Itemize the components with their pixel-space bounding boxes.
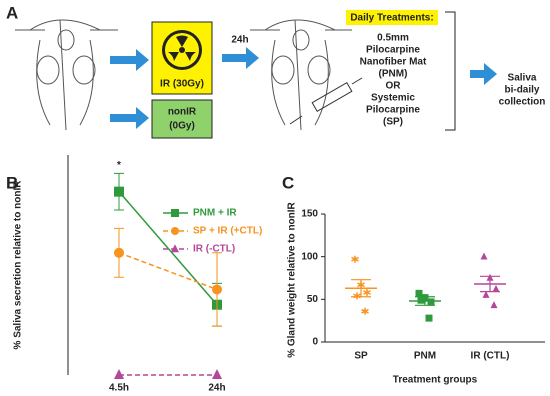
legend-label: PNM + IR	[193, 208, 237, 219]
bracket	[445, 11, 456, 131]
marker	[480, 252, 488, 260]
highlight	[346, 10, 438, 25]
series-line	[118, 252, 218, 291]
legend-label: IR (-CTL)	[193, 244, 235, 255]
marker	[417, 296, 425, 304]
treatment-line: Nanofiber Mat	[360, 57, 427, 68]
series-line	[118, 191, 218, 306]
marker	[427, 298, 435, 306]
y-axis-title: % Gland weight relative to nonIR	[287, 201, 298, 357]
arrows	[110, 47, 497, 129]
treatment-line: Pilocarpine	[366, 45, 420, 56]
treatment-line: OR	[386, 81, 402, 92]
marker	[425, 314, 433, 322]
ir-label: IR (30Gy)	[160, 79, 204, 90]
panel-label: B	[6, 173, 18, 192]
x-tick-label: 4.5h	[109, 383, 129, 394]
treatment-line: Pilocarpine	[366, 105, 420, 116]
marker	[361, 307, 369, 315]
error-bar	[480, 275, 500, 293]
delay-label: 24h	[231, 35, 248, 46]
mouse-icon	[250, 19, 352, 131]
error-bar	[415, 296, 435, 306]
annotation: *	[117, 160, 121, 171]
treatment-line: 0.5mm	[377, 33, 409, 44]
nonir-label: nonIR	[168, 107, 197, 118]
marker	[353, 292, 361, 300]
marker	[114, 186, 124, 197]
x-axis-title: Treatment groups	[393, 375, 478, 386]
treatments-title: Daily Treatments:	[350, 13, 433, 24]
collection-line: Saliva	[508, 73, 537, 84]
marker	[171, 209, 179, 217]
x-tick-label: PNM	[414, 351, 436, 362]
radiation-icon	[162, 30, 202, 70]
collection-line: collection	[499, 97, 546, 108]
error-bar	[351, 279, 371, 298]
y-axis-title: % Saliva secretion relative to nonIR	[13, 180, 24, 350]
treatment-line: Systemic	[371, 93, 415, 104]
marker	[490, 301, 498, 309]
treatment-line: (PNM)	[379, 69, 408, 80]
y-tick-label: 50	[307, 294, 319, 305]
marker	[171, 244, 179, 253]
marker	[212, 284, 222, 295]
marker	[492, 284, 500, 292]
mouse-icon	[15, 19, 118, 131]
marker	[363, 289, 371, 297]
nonir-label: (0Gy)	[169, 121, 195, 132]
x-tick-label: 24h	[208, 383, 225, 394]
y-tick-label: 0	[312, 337, 318, 348]
nonir-box	[151, 99, 213, 139]
legend-label: SP + IR (+CTL)	[193, 226, 262, 237]
y-tick-label: 100	[301, 251, 318, 262]
panel-label: C	[282, 173, 294, 192]
syringe-icon	[289, 77, 363, 125]
y-tick-label: 150	[301, 209, 318, 220]
panel-label: A	[6, 3, 18, 22]
marker	[212, 369, 222, 379]
marker	[351, 255, 359, 263]
marker	[114, 247, 124, 258]
marker	[171, 227, 179, 235]
marker	[482, 290, 490, 298]
collection-line: bi-daily	[504, 85, 539, 96]
x-tick-label: IR (CTL)	[471, 351, 510, 362]
marker	[415, 289, 423, 297]
treatment-line: (SP)	[383, 117, 403, 128]
x-tick-label: SP	[354, 351, 368, 362]
marker	[114, 369, 124, 379]
